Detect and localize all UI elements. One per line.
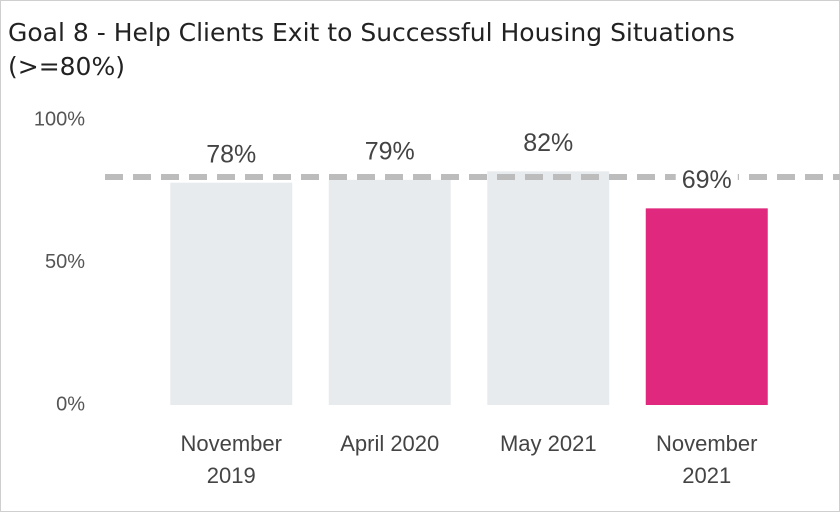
x-tick-label: May 2021 bbox=[499, 431, 597, 456]
chart-title: Goal 8 - Help Clients Exit to Successful… bbox=[8, 18, 735, 81]
x-tick-label: November 2021 bbox=[656, 431, 758, 488]
value-label-bg bbox=[675, 165, 738, 194]
y-tick-label: 100% bbox=[34, 108, 85, 130]
y-tick-label: 0% bbox=[56, 393, 85, 415]
value-label: 69% bbox=[682, 166, 732, 194]
bar bbox=[328, 179, 451, 405]
x-tick-label: April 2020 bbox=[340, 431, 440, 456]
value-label: 78% bbox=[206, 140, 256, 168]
y-tick-label: 50% bbox=[45, 251, 85, 273]
bar bbox=[487, 171, 610, 405]
x-tick-label: November 2019 bbox=[180, 431, 282, 488]
value-label: 82% bbox=[523, 129, 573, 157]
bar bbox=[170, 182, 293, 405]
value-label: 79% bbox=[365, 137, 415, 165]
bar bbox=[645, 208, 768, 405]
